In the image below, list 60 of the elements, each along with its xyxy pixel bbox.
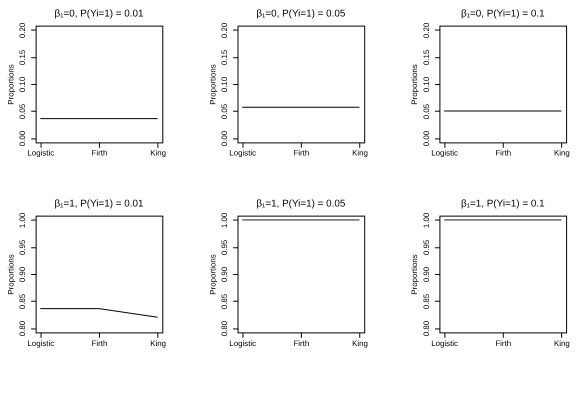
chart-title: β₁=0, P(Yi=1) = 0.1 <box>460 8 546 20</box>
y-axis-title: Proportions <box>410 64 420 105</box>
y-tick-label: 0.00 <box>18 130 28 146</box>
y-tick-label: 0.20 <box>220 22 230 38</box>
y-tick-label: 1.00 <box>422 212 432 228</box>
y-tick-label: 0.15 <box>422 49 432 66</box>
x-tick-label: King <box>150 338 166 348</box>
x-tick-label: King <box>554 338 570 348</box>
y-axis-title: Proportions <box>208 254 218 295</box>
y-tick-label: 0.90 <box>220 266 230 282</box>
y-tick-label: 0.95 <box>422 239 432 256</box>
y-tick-label: 0.15 <box>18 49 28 66</box>
y-tick-label: 0.05 <box>18 103 28 120</box>
y-tick-label: 0.05 <box>422 103 432 120</box>
x-tick-label: Firth <box>92 338 108 348</box>
y-tick-label: 0.90 <box>18 266 28 282</box>
y-tick-label: 0.20 <box>422 22 432 38</box>
chart-title: β₁=1, P(Yi=1) = 0.01 <box>54 198 144 210</box>
y-tick-label: 0.05 <box>220 103 230 120</box>
chart-title: β₁=1, P(Yi=1) = 0.05 <box>256 198 346 210</box>
y-axis-title: Proportions <box>6 64 16 105</box>
x-tick-label: Firth <box>495 338 512 348</box>
x-tick-label: King <box>352 148 368 158</box>
x-tick-label: Logistic <box>229 148 256 158</box>
x-tick-label: King <box>150 148 166 158</box>
y-axis-title: Proportions <box>208 64 218 105</box>
x-tick-label: Firth <box>293 338 310 348</box>
chart-title: β₁=0, P(Yi=1) = 0.05 <box>256 8 346 20</box>
y-tick-label: 0.80 <box>422 320 432 336</box>
chart-title: β₁=0, P(Yi=1) = 0.01 <box>54 8 144 20</box>
chart-title: β₁=1, P(Yi=1) = 0.1 <box>460 198 546 210</box>
y-tick-label: 0.10 <box>422 76 432 92</box>
x-tick-label: Logistic <box>431 148 458 158</box>
x-tick-label: Logistic <box>27 148 54 158</box>
y-tick-label: 0.85 <box>220 293 230 310</box>
y-tick-label: 0.85 <box>18 293 28 310</box>
y-tick-label: 0.90 <box>422 266 432 282</box>
y-tick-label: 0.95 <box>18 239 28 256</box>
y-tick-label: 0.10 <box>18 76 28 92</box>
y-tick-label: 0.95 <box>220 239 230 256</box>
x-tick-label: Firth <box>495 148 512 158</box>
x-tick-label: Firth <box>92 148 108 158</box>
y-tick-label: 0.85 <box>422 293 432 310</box>
y-tick-label: 0.00 <box>220 130 230 146</box>
y-axis-title: Proportions <box>410 254 420 295</box>
x-tick-label: Logistic <box>229 338 256 348</box>
x-tick-label: Logistic <box>27 338 54 348</box>
y-tick-label: 0.20 <box>18 22 28 38</box>
x-tick-label: Logistic <box>431 338 458 348</box>
y-tick-label: 0.00 <box>422 130 432 146</box>
y-axis-title: Proportions <box>6 254 16 295</box>
y-tick-label: 0.10 <box>220 76 230 92</box>
y-tick-label: 0.15 <box>220 49 230 66</box>
x-tick-label: Firth <box>293 148 310 158</box>
y-tick-label: 1.00 <box>220 212 230 228</box>
y-tick-label: 0.80 <box>220 320 230 336</box>
x-tick-label: King <box>352 338 368 348</box>
y-tick-label: 0.80 <box>18 320 28 336</box>
x-tick-label: King <box>554 148 570 158</box>
y-tick-label: 1.00 <box>18 212 28 228</box>
